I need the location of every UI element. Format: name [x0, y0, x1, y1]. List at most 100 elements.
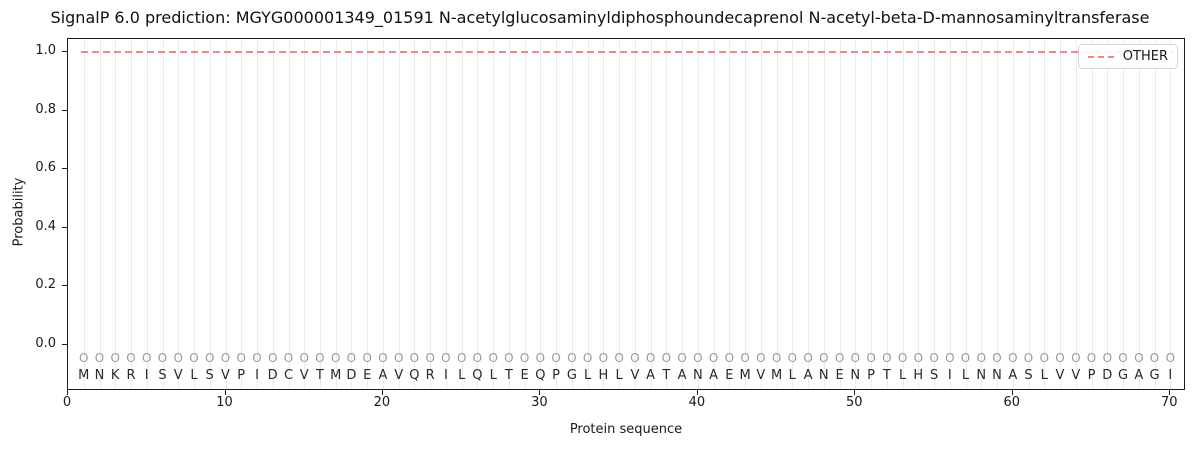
- position-marker: O: [441, 351, 451, 365]
- x-tick-mark: [1169, 390, 1171, 395]
- position-marker: O: [519, 351, 530, 365]
- position-marker: O: [645, 351, 656, 365]
- position-marker: O: [173, 351, 183, 365]
- position-marker: O: [756, 351, 766, 365]
- other-probability-line: [80, 51, 1174, 53]
- position-marker: O: [409, 351, 420, 365]
- y-tick-mark: [62, 51, 67, 52]
- position-marker: O: [236, 351, 246, 365]
- chart-title: SignalP 6.0 prediction: MGYG000001349_01…: [50, 8, 1150, 27]
- position-marker: O: [393, 351, 404, 365]
- residue-letter: P: [1087, 368, 1096, 383]
- x-tick-label: 50: [846, 395, 863, 410]
- gridline: [871, 39, 873, 389]
- gridline: [493, 39, 495, 389]
- residue-letter: L: [788, 368, 796, 383]
- position-marker: O: [456, 351, 467, 365]
- position-marker: O: [740, 351, 750, 365]
- residue-letter: G: [566, 368, 577, 383]
- gridline: [288, 39, 290, 389]
- gridline: [1012, 39, 1014, 389]
- position-marker: O: [787, 351, 798, 365]
- x-tick-mark: [696, 390, 698, 395]
- position-marker: O: [1023, 351, 1034, 365]
- residue-letter: V: [173, 368, 183, 383]
- gridline: [540, 39, 542, 389]
- gridline: [855, 39, 857, 389]
- position-marker: O: [945, 351, 955, 365]
- y-tick-mark: [62, 285, 67, 287]
- y-tick-mark: [62, 168, 67, 170]
- gridline: [1075, 39, 1077, 389]
- y-axis-label: Probability: [11, 177, 27, 247]
- gridline: [1107, 39, 1109, 389]
- residue-letter: A: [1134, 368, 1144, 383]
- position-marker: O: [1165, 351, 1176, 365]
- position-marker: O: [283, 351, 294, 365]
- y-tick-label: 1.0: [35, 43, 56, 58]
- position-marker: O: [78, 351, 89, 365]
- residue-letter: T: [882, 368, 891, 383]
- residue-letter: L: [898, 368, 907, 383]
- gridline: [257, 39, 258, 389]
- gridline: [241, 39, 243, 389]
- position-marker: O: [346, 351, 357, 365]
- gridline: [430, 39, 432, 389]
- gridline: [178, 39, 180, 389]
- gridline: [823, 39, 825, 389]
- gridline: [524, 39, 526, 389]
- position-marker: O: [267, 351, 278, 365]
- residue-letter: M: [330, 368, 342, 383]
- position-marker: O: [94, 351, 105, 365]
- position-marker: O: [362, 351, 372, 365]
- gridline: [1044, 39, 1046, 389]
- y-tick-label: 0.4: [35, 218, 56, 234]
- residue-letter: R: [425, 368, 435, 383]
- position-marker: O: [834, 351, 845, 365]
- residue-letter: H: [913, 368, 924, 383]
- gridline: [760, 39, 762, 389]
- position-marker: O: [897, 351, 908, 365]
- x-tick-mark: [67, 390, 68, 395]
- gridline: [965, 39, 967, 389]
- position-marker: O: [882, 351, 892, 365]
- legend-dashed-line-sample: [1087, 55, 1115, 58]
- legend-label: OTHER: [1122, 49, 1168, 64]
- residue-letter: E: [725, 368, 734, 383]
- position-marker: O: [1118, 351, 1128, 365]
- residue-letter: D: [267, 368, 278, 383]
- residue-letter: A: [709, 368, 719, 383]
- position-marker: O: [299, 351, 309, 365]
- position-marker: O: [378, 351, 388, 365]
- position-marker: O: [567, 351, 577, 365]
- position-marker: O: [803, 351, 813, 365]
- x-tick-mark: [539, 390, 541, 395]
- residue-letter: Q: [472, 368, 483, 383]
- residue-letter: V: [630, 368, 640, 383]
- gridline: [918, 39, 920, 389]
- y-tick-mark: [62, 344, 67, 345]
- gridline: [1060, 39, 1061, 389]
- gridline: [398, 39, 400, 389]
- position-marker: O: [330, 351, 341, 365]
- residue-letter: I: [443, 368, 448, 383]
- position-marker: O: [771, 351, 782, 365]
- residue-letter: A: [646, 368, 656, 383]
- residue-letter: V: [299, 368, 309, 383]
- x-tick-mark: [1011, 390, 1013, 395]
- gridline: [603, 39, 605, 389]
- position-marker: O: [189, 351, 199, 365]
- residue-letter: L: [615, 368, 623, 383]
- gridline: [886, 39, 888, 389]
- gridline: [729, 39, 731, 389]
- residue-letter: V: [1055, 368, 1065, 383]
- residue-letter: S: [205, 368, 214, 383]
- position-marker: O: [1086, 351, 1097, 365]
- gridline: [115, 39, 117, 389]
- gridline: [981, 39, 983, 389]
- residue-letter: G: [1149, 368, 1160, 383]
- position-marker: O: [582, 351, 593, 365]
- position-marker: O: [204, 351, 215, 365]
- residue-letter: N: [992, 368, 1002, 383]
